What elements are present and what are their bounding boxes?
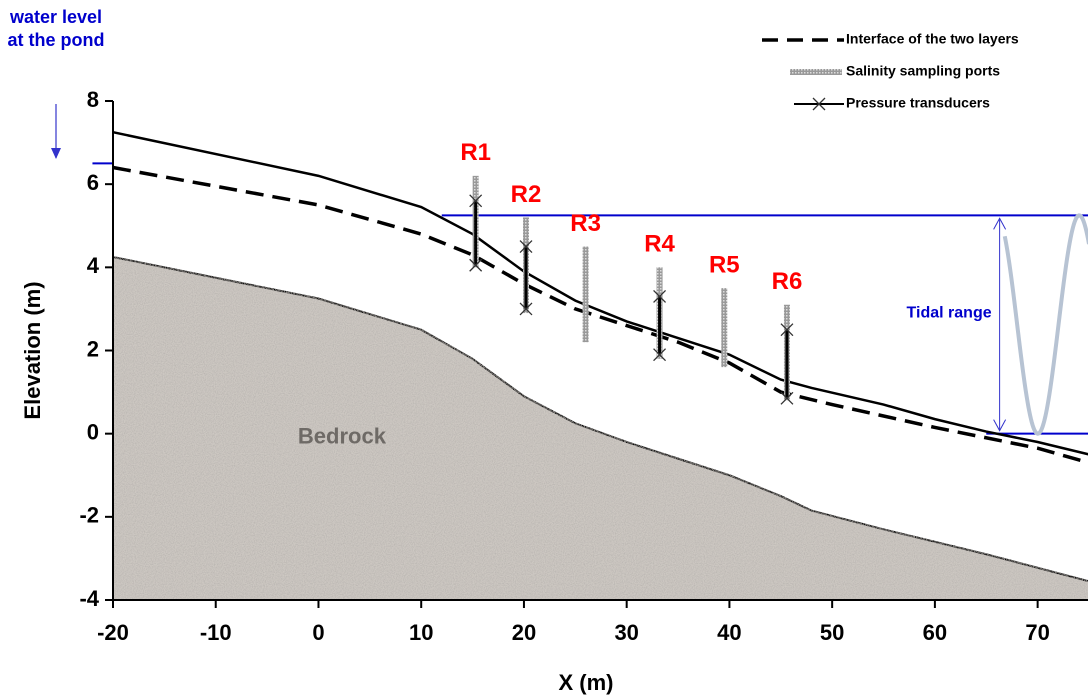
x-tick-label: 40 <box>717 620 741 645</box>
bedrock <box>112 255 1088 601</box>
arrowhead <box>993 419 1007 432</box>
x-tick-label: 20 <box>512 620 536 645</box>
ground-surface <box>112 130 1088 456</box>
y-tick-label: 2 <box>87 336 99 361</box>
arrowhead <box>993 217 1007 230</box>
x-tick-label: -20 <box>97 620 129 645</box>
x-tick-label: 0 <box>312 620 324 645</box>
well-label: R2 <box>511 181 542 208</box>
transducer <box>469 194 483 208</box>
arrowhead <box>51 148 61 159</box>
sampling-port <box>721 288 728 368</box>
legend-label: Salinity sampling ports <box>846 63 1000 79</box>
transducer <box>653 289 667 303</box>
x-tick-label: -10 <box>200 620 232 645</box>
tidal-range-label: Tidal range <box>907 304 992 321</box>
x-tick-label: 30 <box>614 620 638 645</box>
well-label: R4 <box>644 231 675 258</box>
x-tick-label: 60 <box>923 620 947 645</box>
annotation: water level <box>9 7 102 27</box>
transducer <box>780 323 794 337</box>
well-label: R3 <box>570 210 601 237</box>
transducer <box>519 302 533 316</box>
x-tick-label: 70 <box>1025 620 1049 645</box>
annotation: at the pond <box>8 30 105 50</box>
x-tick-label: 10 <box>409 620 433 645</box>
y-tick-label: -4 <box>79 586 99 611</box>
legend-label: Pressure transducers <box>846 95 990 111</box>
legend-label: Interface of the two layers <box>846 31 1019 47</box>
x-axis-label: X (m) <box>559 670 614 695</box>
well-label: R5 <box>709 251 740 278</box>
well-label: R1 <box>460 139 491 166</box>
legend-transducer <box>812 97 826 111</box>
interface-line <box>112 165 1088 465</box>
y-tick-label: 0 <box>87 419 99 444</box>
transducer <box>519 240 533 254</box>
y-tick-label: 4 <box>87 253 100 278</box>
transducer <box>653 348 667 362</box>
sampling-port <box>582 246 589 343</box>
bedrock-label: Bedrock <box>298 424 387 449</box>
transducer <box>469 258 483 272</box>
y-tick-label: 6 <box>87 170 99 195</box>
x-tick-label: 50 <box>820 620 844 645</box>
transducer <box>780 391 794 405</box>
tide-curve <box>1002 213 1088 436</box>
y-tick-label: 8 <box>87 87 99 112</box>
label-bg <box>884 301 997 326</box>
y-axis-label: Elevation (m) <box>20 281 45 419</box>
legend-port <box>790 69 842 75</box>
y-tick-label: -2 <box>79 503 99 528</box>
well-label: R6 <box>772 268 803 295</box>
